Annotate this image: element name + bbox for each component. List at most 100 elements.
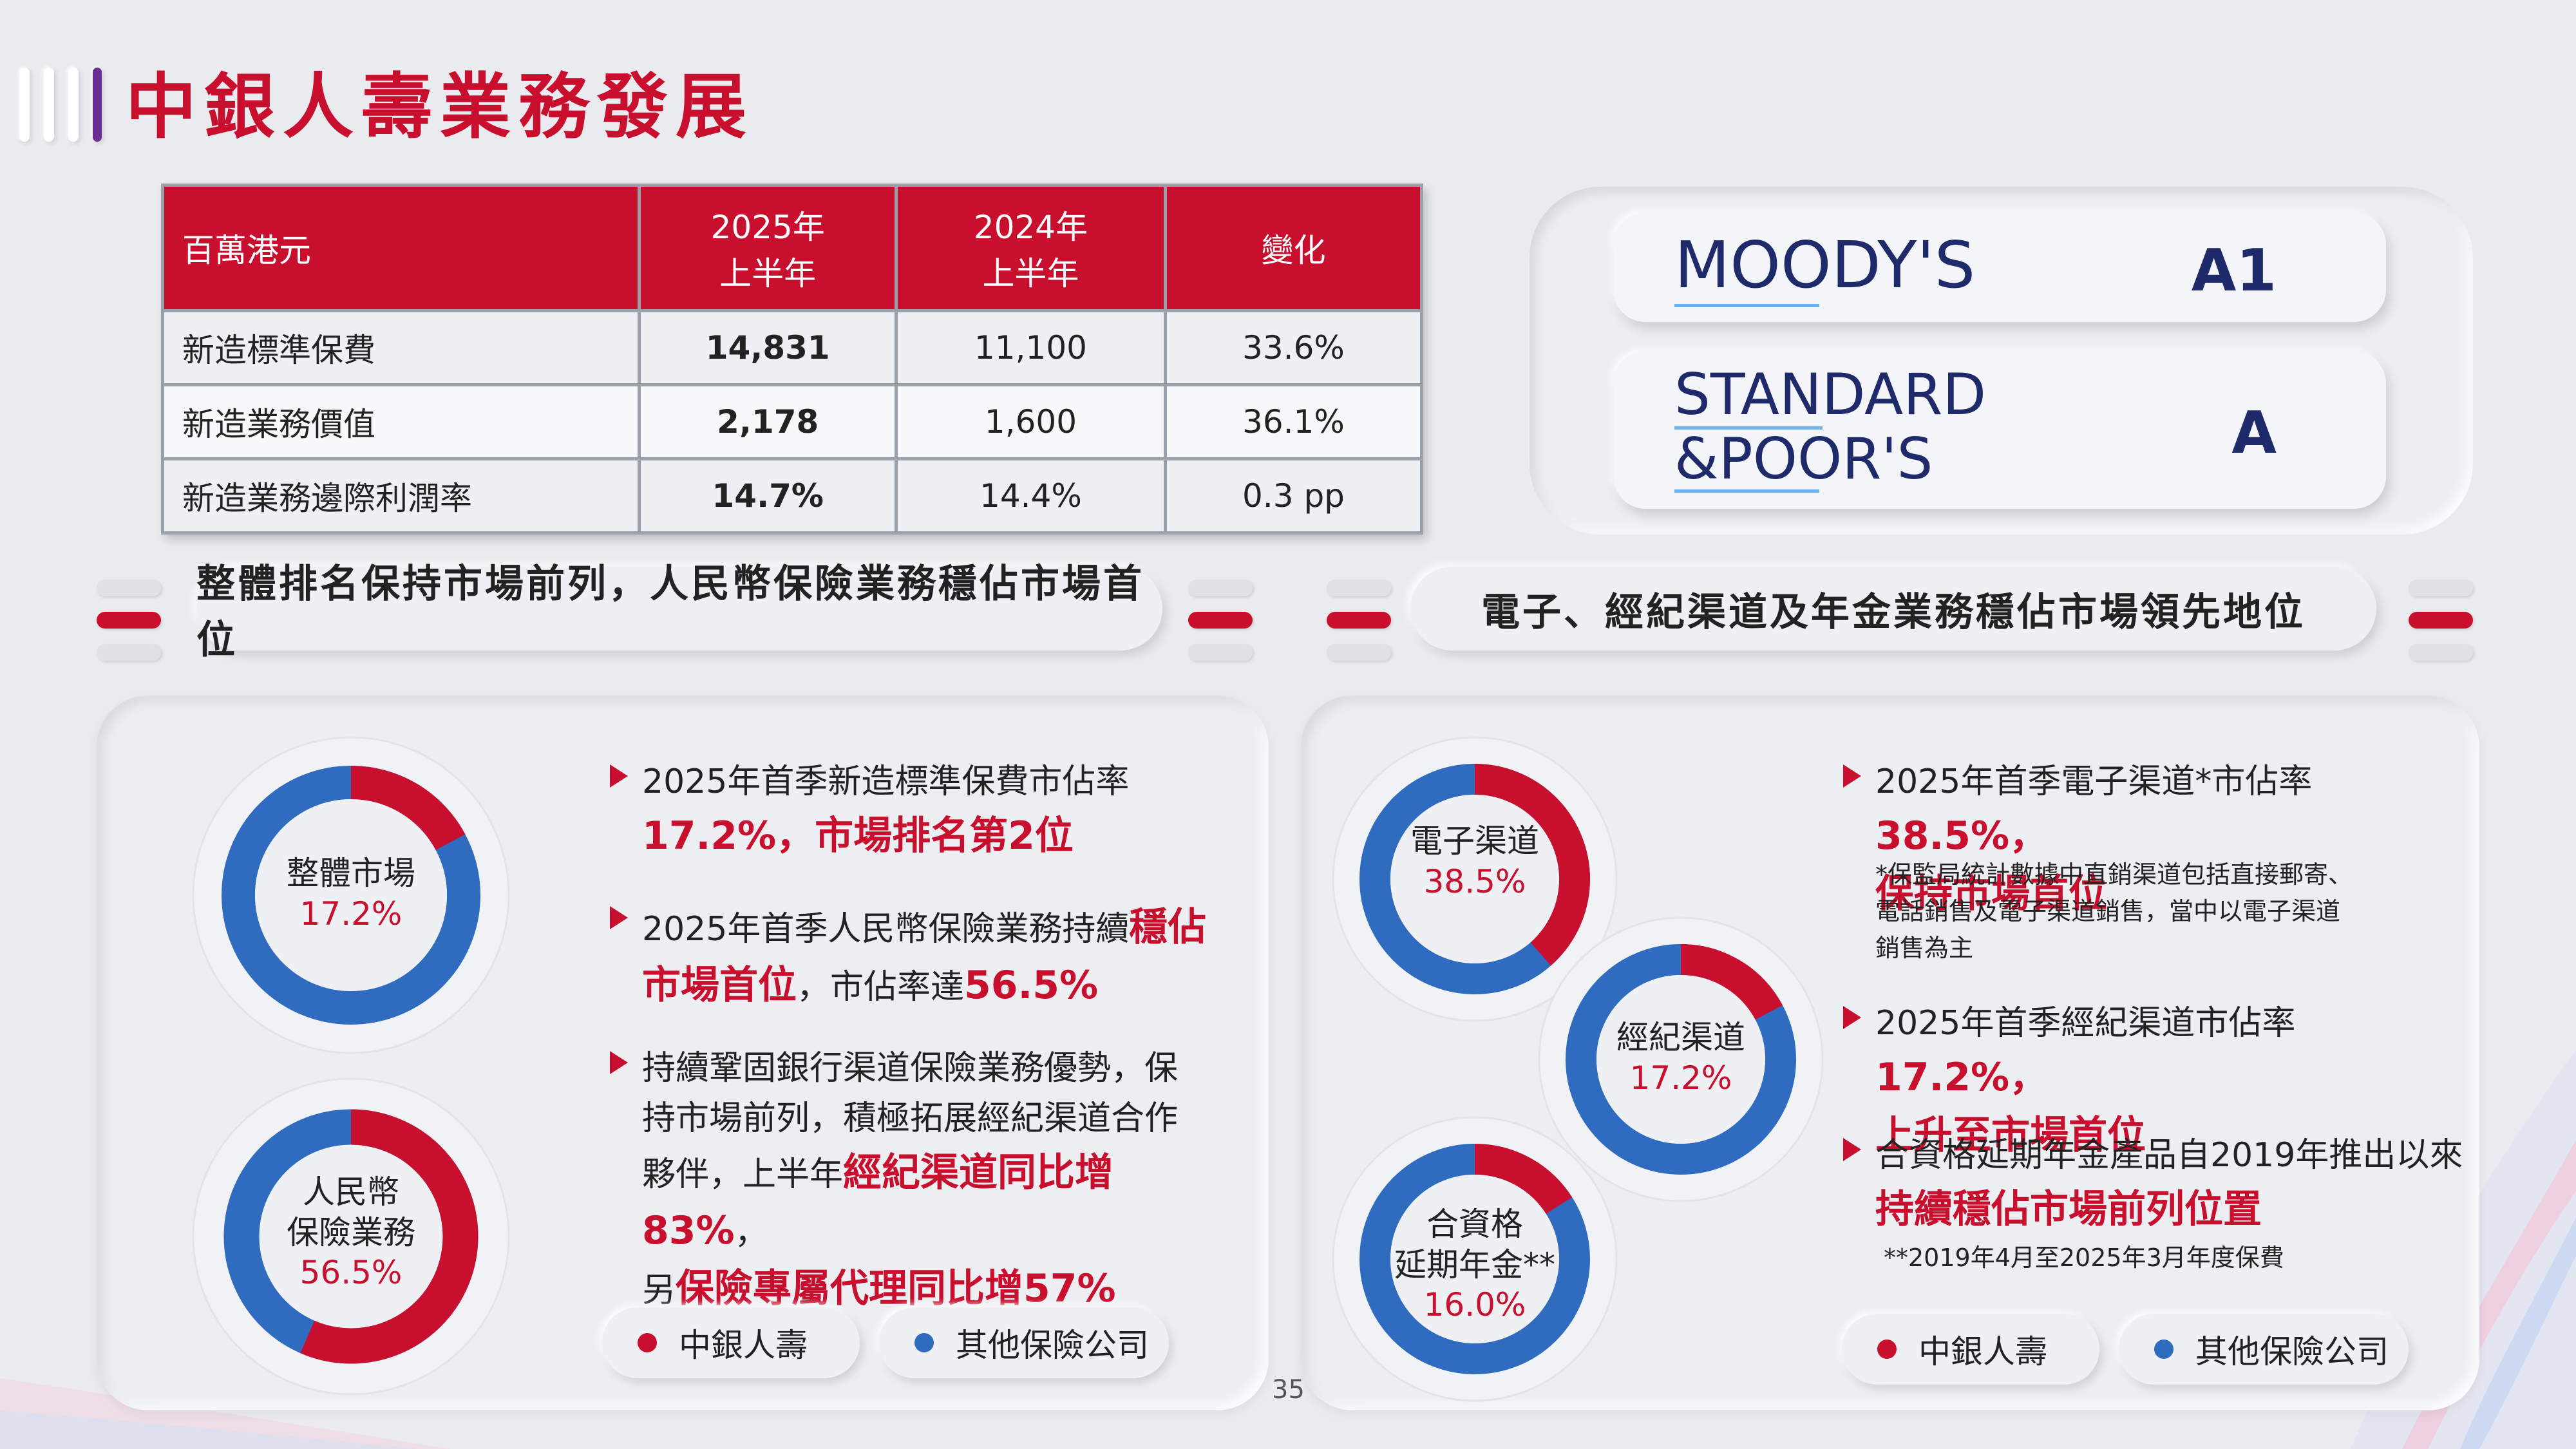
bullet-highlight: 市場首位	[642, 963, 797, 1008]
sp-rating-card: STANDARD &POOR'S A	[1613, 351, 2386, 509]
bullet-text: 另	[642, 1271, 676, 1310]
blue-dot-icon	[2154, 1340, 2174, 1359]
bullet-highlight: 穩佔	[1129, 905, 1207, 950]
table-cell: 11,100	[895, 309, 1167, 386]
bullet-text: 夥伴，上半年	[642, 1155, 844, 1194]
bullet-highlight: 持續穩佔市場前列位置	[1875, 1187, 2262, 1232]
donut-label: 整體市場	[287, 855, 415, 892]
bullet-highlight: 56.5%	[964, 963, 1099, 1008]
logo-underline	[1674, 426, 1823, 430]
table-cell: 1,600	[895, 383, 1167, 460]
logo-underline	[1674, 489, 1819, 493]
donut-label: 延期年金**	[1394, 1245, 1555, 1283]
title-decoration	[19, 68, 102, 142]
table-header-cell: 2025年 上半年	[638, 184, 898, 312]
credit-rating-panel: MOODY'S A1 STANDARD &POOR'S A	[1530, 187, 2473, 535]
legend-boc: 中銀人壽	[1842, 1314, 2099, 1385]
divider-decoration	[1327, 567, 1391, 676]
bullet-highlight: 38.5%，	[1875, 813, 2049, 858]
right-section-header: 電子、經紀渠道及年金業務穩佔市場領先地位	[1410, 567, 2376, 650]
bullet-item: 2025年首季經紀渠道市佔率 17.2%， 上升至市場首位	[1843, 998, 2455, 1164]
moodys-logo: MOODY'S	[1674, 227, 1976, 303]
bullet-item: 合資格延期年金產品自2019年推出以來 持續穩佔市場前列位置	[1843, 1130, 2468, 1238]
donut-chart	[192, 1077, 510, 1396]
legend-label: 中銀人壽	[679, 1327, 808, 1364]
footnote-line: *保監局統計數據中直銷渠道包括直接郵寄、	[1875, 860, 2353, 889]
bullet-text: 合資格延期年金產品自2019年推出以來	[1875, 1136, 2463, 1175]
bullet-triangle-icon	[1843, 1138, 1861, 1161]
rmb-insurance-donut: 人民幣 保險業務 56.5%	[190, 1075, 512, 1397]
donut-percent: 17.2%	[299, 895, 402, 933]
red-dot-icon	[1877, 1340, 1897, 1359]
page-title: 中銀人壽業務發展	[126, 66, 754, 148]
sp-logo-line1: STANDARD	[1674, 361, 1987, 428]
donut-percent: 16.0%	[1423, 1286, 1526, 1323]
divider-decoration	[2409, 567, 2473, 676]
broker-channel-donut: 經紀渠道 17.2%	[1536, 914, 1826, 1204]
donut-chart	[1332, 736, 1618, 1022]
table-cell: 14.4%	[895, 457, 1167, 535]
bullet-text: 2025年首季人民幣保險業務持續	[642, 910, 1130, 949]
moodys-grade: A1	[2191, 237, 2277, 305]
logo-underline	[1674, 304, 1819, 307]
bullet-item: 持續鞏固銀行渠道保險業務優勢，保 持市場前列，積極拓展經紀渠道合作 夥伴，上半年…	[610, 1043, 1235, 1318]
bullet-highlight: 保持市場首位	[1875, 871, 2107, 916]
left-section-header: 整體排名保持市場前列，人民幣保險業務穩佔市場首位	[196, 562, 1162, 663]
table-row: 新造標準保費 14,831 11,100 33.6%	[160, 309, 1424, 386]
donut-label: 人民幣	[303, 1173, 399, 1211]
table-cell: 36.1%	[1163, 383, 1424, 460]
table-header-cell: 百萬港元	[160, 184, 641, 312]
table-row: 新造業務邊際利潤率 14.7% 14.4% 0.3 pp	[160, 457, 1424, 535]
donut-label: 合資格	[1426, 1206, 1523, 1243]
bullet-text: 2025年首季電子渠道*市佔率	[1875, 762, 2313, 801]
bullet-text: ，市佔率達	[797, 968, 965, 1007]
donut-label: 經紀渠道	[1616, 1019, 1745, 1056]
table-cell: 14,831	[638, 309, 898, 386]
table-cell: 14.7%	[638, 457, 898, 535]
deferred-annuity-donut: 合資格 延期年金** 16.0%	[1330, 1114, 1620, 1404]
bullet-triangle-icon	[610, 1051, 628, 1074]
donut-chart	[1538, 916, 1824, 1202]
sp-logo-line2: &POOR'S	[1674, 426, 1933, 492]
footnote: *保監局統計數據中直銷渠道包括直接郵寄、 電話銷售及電子渠道銷售，當中以電子渠道…	[1875, 857, 2353, 967]
legend-others: 其他保險公司	[879, 1307, 1169, 1378]
bullet-triangle-icon	[1843, 764, 1861, 788]
bullet-text: 持市場前列，積極拓展經紀渠道合作	[642, 1099, 1179, 1138]
table-header-cell: 變化	[1163, 184, 1424, 312]
blue-dot-icon	[914, 1333, 934, 1352]
legend-boc: 中銀人壽	[602, 1307, 860, 1378]
legend-label: 其他保險公司	[956, 1327, 1149, 1364]
legend-label: 其他保險公司	[2195, 1333, 2389, 1370]
donut-chart	[192, 736, 510, 1054]
donut-label: 電子渠道	[1410, 822, 1539, 860]
donut-percent: 17.2%	[1629, 1059, 1732, 1097]
bullet-item: 2025年首季電子渠道*市佔率 38.5%， 保持市場首位	[1843, 757, 2455, 923]
moodys-rating-card: MOODY'S A1	[1613, 213, 2386, 322]
bullet-text: 2025年首季經紀渠道市佔率	[1875, 1004, 2296, 1043]
financial-table: 百萬港元 2025年 上半年 2024年 上半年 變化 新造標準保費 14,83…	[160, 184, 1424, 535]
divider-decoration	[97, 567, 161, 676]
page-number: 35	[1272, 1375, 1305, 1405]
divider-decoration	[1188, 567, 1253, 676]
bullet-triangle-icon	[1843, 1006, 1861, 1029]
table-header-cell: 2024年 上半年	[895, 184, 1167, 312]
table-cell: 新造業務價值	[160, 383, 641, 460]
donut-chart	[1332, 1116, 1618, 1402]
footnote-line: 銷售為主	[1875, 934, 1974, 962]
table-cell: 新造標準保費	[160, 309, 641, 386]
sp-grade: A	[2231, 399, 2277, 467]
table-row: 新造業務價值 2,178 1,600 36.1%	[160, 383, 1424, 460]
bullet-text: ，	[734, 1213, 768, 1252]
bullet-triangle-icon	[610, 906, 628, 929]
bullet-item: 2025年首季人民幣保險業務持續穩佔 市場首位，市佔率達56.5%	[610, 898, 1222, 1014]
overall-market-donut: 整體市場 17.2%	[190, 734, 512, 1056]
table-cell: 33.6%	[1163, 309, 1424, 386]
bullet-highlight: 上升至市場首位	[1875, 1113, 2146, 1158]
table-cell: 2,178	[638, 383, 898, 460]
e-channel-donut: 電子渠道 38.5%	[1330, 734, 1620, 1024]
table-cell: 新造業務邊際利潤率	[160, 457, 641, 535]
legend-label: 中銀人壽	[1918, 1333, 2047, 1370]
bullet-highlight: 保險專屬代理同比增57%	[676, 1266, 1116, 1311]
footnote: **2019年4月至2025年3月年度保費	[1884, 1244, 2284, 1272]
table-cell: 0.3 pp	[1163, 457, 1424, 535]
